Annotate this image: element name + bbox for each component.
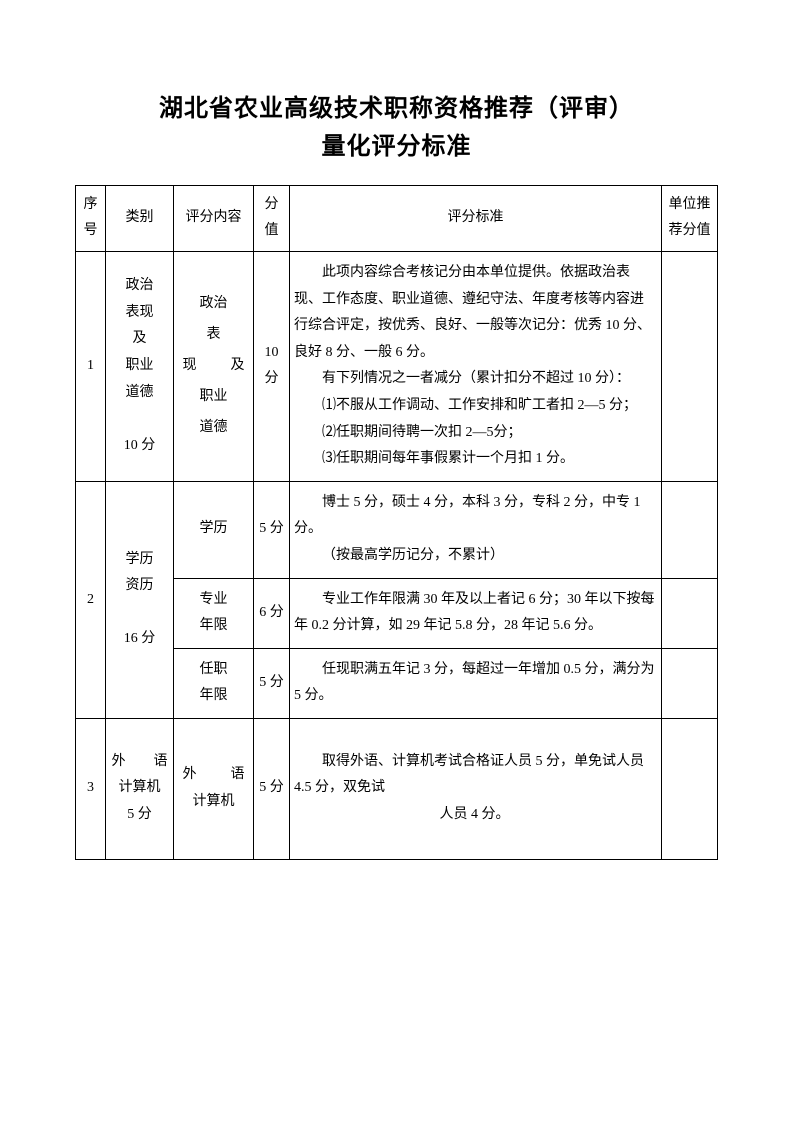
header-category: 类别 [106, 185, 174, 251]
unit-cell [662, 578, 718, 648]
criteria-cell: 博士 5 分，硕士 4 分，本科 3 分，专科 2 分，中专 1 分。 （按最高… [290, 481, 662, 578]
header-unit: 单位推荐分值 [662, 185, 718, 251]
category-cell: 政治表现及职业道德 10 分 [106, 251, 174, 481]
criteria-cell: 此项内容综合考核记分由本单位提供。依据政治表现、工作态度、职业道德、遵纪守法、年… [290, 251, 662, 481]
page-title: 湖北省农业高级技术职称资格推荐（评审） 量化评分标准 [75, 90, 718, 167]
title-line-2: 量化评分标准 [322, 133, 472, 160]
header-score: 分值 [254, 185, 290, 251]
header-seq: 序号 [76, 185, 106, 251]
content-cell: 专业年限 [174, 578, 254, 648]
seq-cell: 1 [76, 251, 106, 481]
table-row: 3 外语计算机 5 分 外语计算机 5 分 取得外语、计算机考试合格证人员 5 … [76, 718, 718, 859]
table-row: 1 政治表现及职业道德 10 分 政治表现 及职业道德 10分 此项内容综合考核… [76, 251, 718, 481]
unit-cell [662, 251, 718, 481]
unit-cell [662, 481, 718, 578]
header-content: 评分内容 [174, 185, 254, 251]
unit-cell [662, 718, 718, 859]
score-cell: 5 分 [254, 718, 290, 859]
seq-cell: 3 [76, 718, 106, 859]
content-cell: 外语计算机 [174, 718, 254, 859]
score-cell: 5 分 [254, 481, 290, 578]
category-cell: 学历资历 16 分 [106, 481, 174, 718]
score-cell: 10分 [254, 251, 290, 481]
table-row: 2 学历资历 16 分 学历 5 分 博士 5 分，硕士 4 分，本科 3 分，… [76, 481, 718, 578]
header-criteria: 评分标准 [290, 185, 662, 251]
score-cell: 6 分 [254, 578, 290, 648]
unit-cell [662, 648, 718, 718]
content-cell: 政治表现 及职业道德 [174, 251, 254, 481]
table-header-row: 序号 类别 评分内容 分值 评分标准 单位推荐分值 [76, 185, 718, 251]
scoring-table: 序号 类别 评分内容 分值 评分标准 单位推荐分值 1 政治表现及职业道德 10… [75, 185, 718, 860]
title-line-1: 湖北省农业高级技术职称资格推荐（评审） [159, 95, 634, 122]
content-cell: 学历 [174, 481, 254, 578]
seq-cell: 2 [76, 481, 106, 718]
content-cell: 任职年限 [174, 648, 254, 718]
criteria-cell: 取得外语、计算机考试合格证人员 5 分，单免试人员 4.5 分，双免试 人员 4… [290, 718, 662, 859]
score-cell: 5 分 [254, 648, 290, 718]
criteria-cell: 专业工作年限满 30 年及以上者记 6 分；30 年以下按每年 0.2 分计算，… [290, 578, 662, 648]
category-cell: 外语计算机 5 分 [106, 718, 174, 859]
criteria-cell: 任现职满五年记 3 分，每超过一年增加 0.5 分，满分为 5 分。 [290, 648, 662, 718]
